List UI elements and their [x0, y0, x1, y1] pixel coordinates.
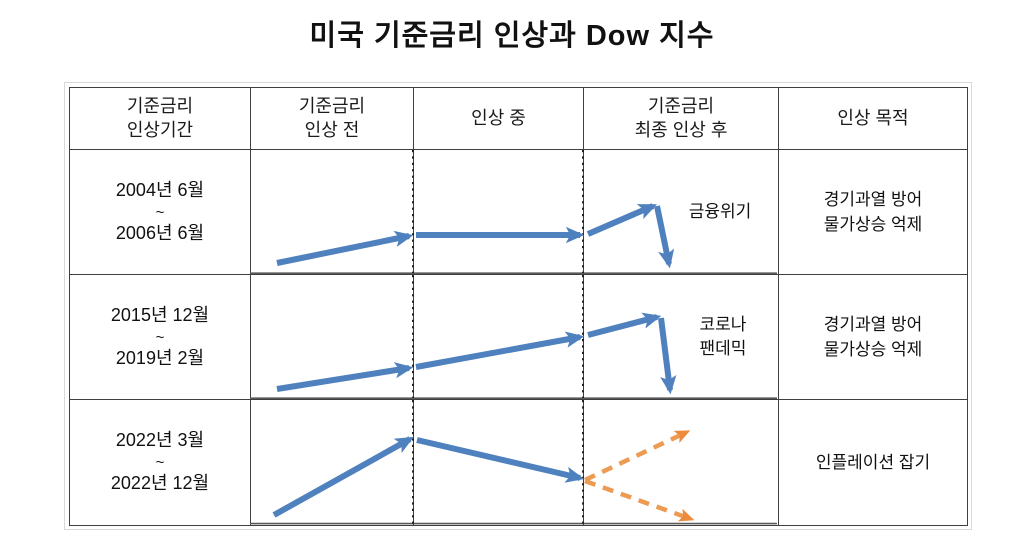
event-label-line1-row2: 코로나 — [699, 314, 747, 334]
column-header-after-line2: 최종 인상 후 — [634, 119, 728, 140]
purpose-cell-row1: 경기과열 방어 물가상승 억제 — [778, 149, 968, 275]
column-header-period: 기준금리 인상기간 — [69, 87, 251, 150]
column-header-after-line1: 기준금리 — [647, 95, 715, 116]
page-title: 미국 기준금리 인상과 Dow 지수 — [309, 20, 715, 52]
column-header-purpose-line1: 인상 목적 — [837, 107, 909, 128]
chart-cell-after-row1: 금융위기 — [583, 149, 779, 275]
column-header-during-line1: 인상 중 — [471, 107, 526, 128]
rate-hike-table: 기준금리 인상기간 기준금리 인상 전 인상 중 기준금리 최종 인상 후 인상… — [69, 87, 968, 526]
table-row: 2004년 6월 ~ 2006년 6월 금융위기 경기과열 방어 물가상승 억제 — [69, 149, 968, 275]
column-header-purpose: 인상 목적 — [778, 87, 968, 150]
table-row: 2022년 3월 ~ 2022년 12월 인플레이션 잡기 — [69, 399, 968, 526]
period-end-row3: 2022년 12월 — [110, 473, 210, 493]
period-end-row1: 2006년 6월 — [115, 222, 205, 243]
purpose-line1-row3: 인플레이션 잡기 — [815, 452, 931, 472]
column-header-period-line1: 기준금리 — [126, 95, 194, 116]
table-header-row: 기준금리 인상기간 기준금리 인상 전 인상 중 기준금리 최종 인상 후 인상… — [69, 87, 968, 150]
period-start-row2: 2015년 12월 — [110, 304, 210, 325]
chart-cell-during-row2 — [413, 274, 584, 400]
table-header: 기준금리 인상기간 기준금리 인상 전 인상 중 기준금리 최종 인상 후 인상… — [69, 87, 968, 150]
event-label-row1: 금융위기 — [688, 201, 752, 221]
column-header-before: 기준금리 인상 전 — [250, 87, 414, 150]
period-cell-row1: 2004년 6월 ~ 2006년 6월 — [69, 149, 251, 275]
chart-cell-before-row3 — [250, 399, 414, 526]
period-tilde-row2: ~ — [155, 328, 165, 346]
purpose-line2-row2: 물가상승 억제 — [823, 340, 923, 359]
purpose-line1-row2: 경기과열 방어 — [823, 314, 923, 334]
period-cell-row3: 2022년 3월 ~ 2022년 12월 — [69, 399, 251, 526]
chart-cell-after-row2: 코로나 팬데믹 — [583, 274, 779, 400]
column-header-before-line1: 기준금리 — [298, 95, 366, 116]
purpose-line2-row1: 물가상승 억제 — [823, 215, 923, 234]
period-tilde-row3: ~ — [155, 454, 165, 471]
purpose-cell-row3: 인플레이션 잡기 — [778, 399, 968, 526]
column-header-before-line2: 인상 전 — [304, 119, 360, 140]
purpose-line1-row1: 경기과열 방어 — [823, 189, 923, 209]
period-start-row3: 2022년 3월 — [115, 430, 205, 451]
period-tilde-row1: ~ — [155, 203, 165, 221]
chart-cell-during-row3 — [413, 399, 584, 526]
period-cell-row2: 2015년 12월 ~ 2019년 2월 — [69, 274, 251, 400]
table-body: 2004년 6월 ~ 2006년 6월 금융위기 경기과열 방어 물가상승 억제… — [69, 149, 968, 526]
column-header-period-line2: 인상기간 — [126, 119, 194, 140]
period-end-row2: 2019년 2월 — [115, 347, 205, 368]
purpose-cell-row2: 경기과열 방어 물가상승 억제 — [778, 274, 968, 400]
period-start-row1: 2004년 6월 — [115, 179, 205, 200]
table-row: 2015년 12월 ~ 2019년 2월 코로나 팬데믹 경기과열 방어 물가상… — [69, 274, 968, 400]
event-label-line2-row2: 팬데믹 — [699, 339, 747, 358]
column-header-during: 인상 중 — [413, 87, 584, 150]
chart-cell-after-row3 — [583, 399, 779, 526]
column-header-after: 기준금리 최종 인상 후 — [583, 87, 779, 150]
chart-cell-before-row1 — [250, 149, 414, 275]
chart-cell-before-row2 — [250, 274, 414, 400]
chart-cell-during-row1 — [413, 149, 584, 275]
